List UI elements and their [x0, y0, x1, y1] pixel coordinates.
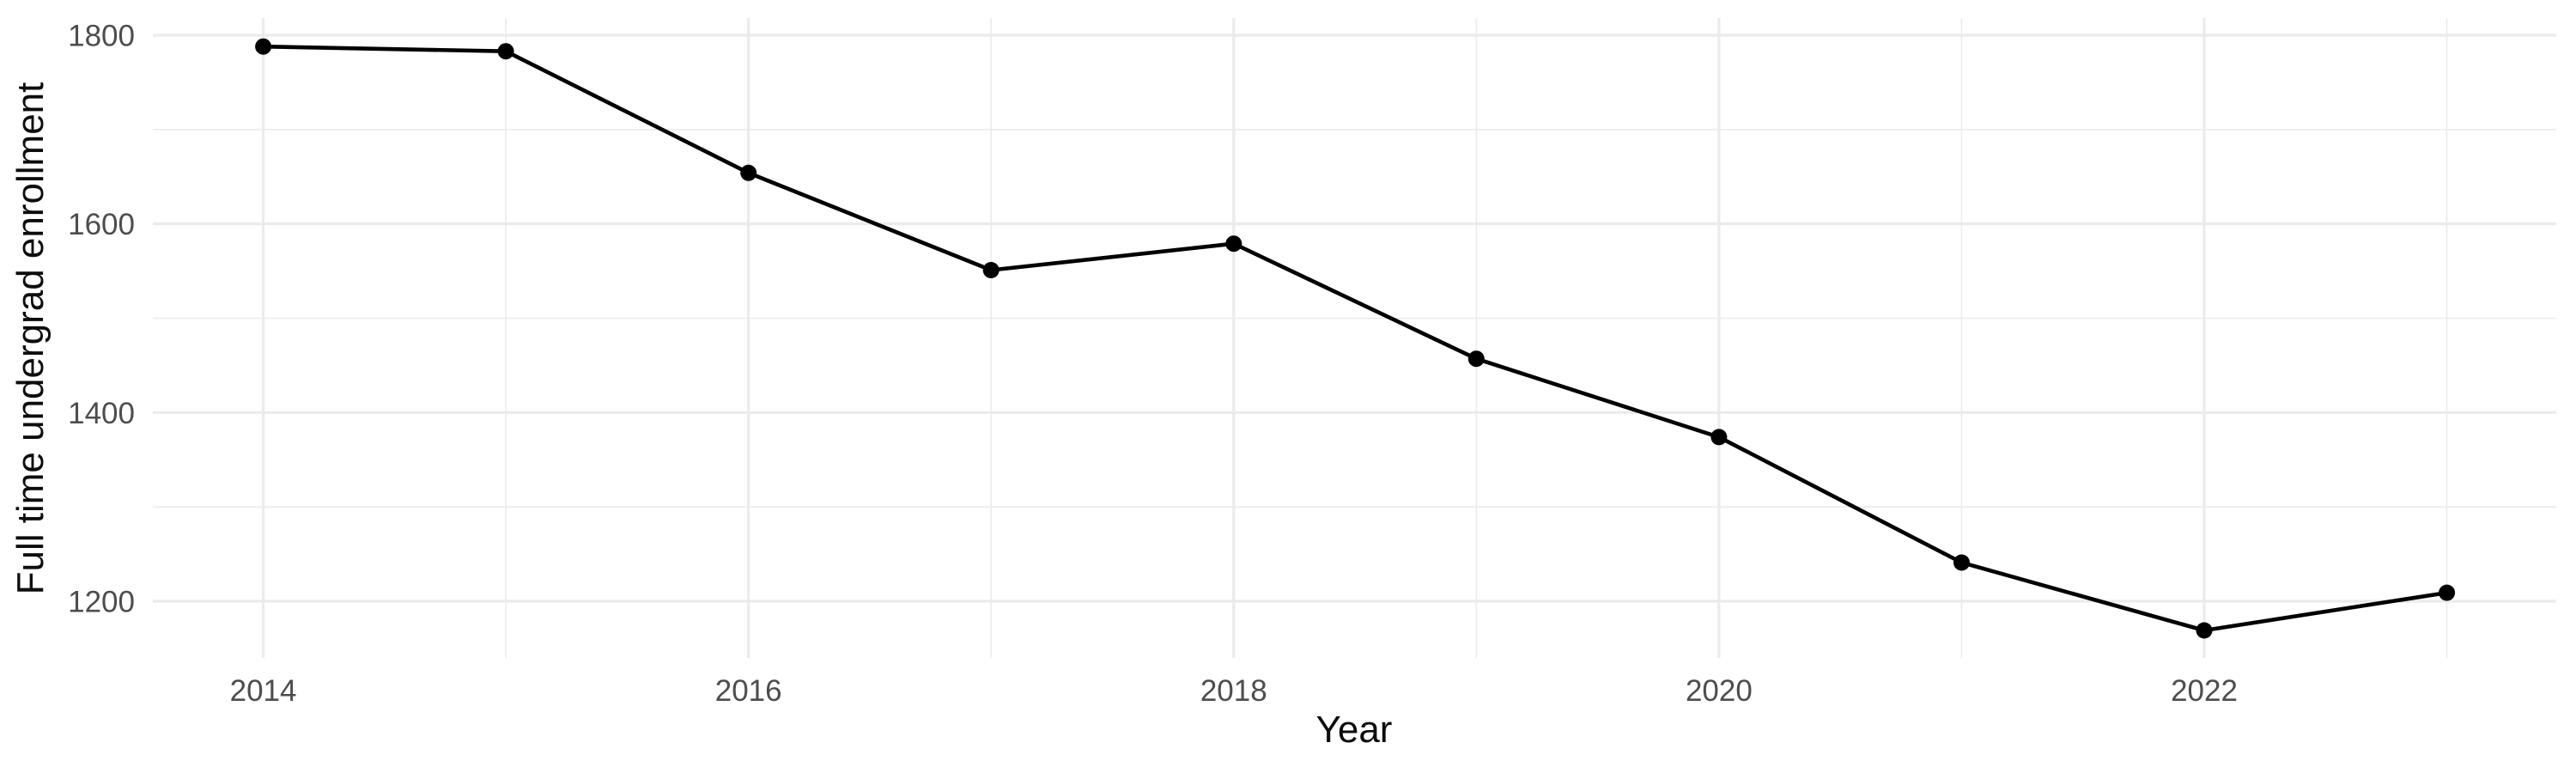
- x-tick-label-2020: 2020: [1686, 674, 1753, 708]
- y-tick-label-1200: 1200: [68, 585, 135, 618]
- data-point-2020: [1710, 429, 1728, 446]
- data-point-2019: [1467, 350, 1485, 368]
- minor-gridlines: [153, 18, 2556, 658]
- x-axis-tick-labels: 2014 2016 2018 2020 2022: [230, 674, 2238, 708]
- data-point-2017: [982, 262, 999, 278]
- x-axis-title: Year: [1316, 709, 1393, 751]
- data-point-2018: [1225, 235, 1242, 253]
- x-tick-label-2022: 2022: [2171, 674, 2238, 708]
- x-tick-label-2014: 2014: [230, 674, 297, 708]
- y-tick-label-1400: 1400: [68, 397, 135, 430]
- data-point-2022: [2196, 622, 2213, 639]
- data-point-2014: [255, 38, 272, 55]
- data-point-2016: [740, 164, 757, 181]
- y-axis-tick-labels: 1200 1400 1600 1800: [68, 19, 135, 618]
- x-tick-label-2016: 2016: [715, 674, 782, 708]
- major-gridlines: [153, 18, 2556, 658]
- data-point-2023: [2439, 584, 2456, 601]
- y-axis-title: Full time undergrad enrollment: [9, 82, 52, 595]
- y-tick-label-1800: 1800: [68, 19, 135, 52]
- x-tick-label-2018: 2018: [1200, 674, 1267, 708]
- y-tick-label-1600: 1600: [68, 208, 135, 241]
- enrollment-series: [255, 38, 2456, 639]
- data-point-2021: [1953, 554, 1970, 571]
- series-line: [263, 44, 2447, 633]
- series-points: [255, 38, 2456, 639]
- data-point-2015: [497, 43, 514, 60]
